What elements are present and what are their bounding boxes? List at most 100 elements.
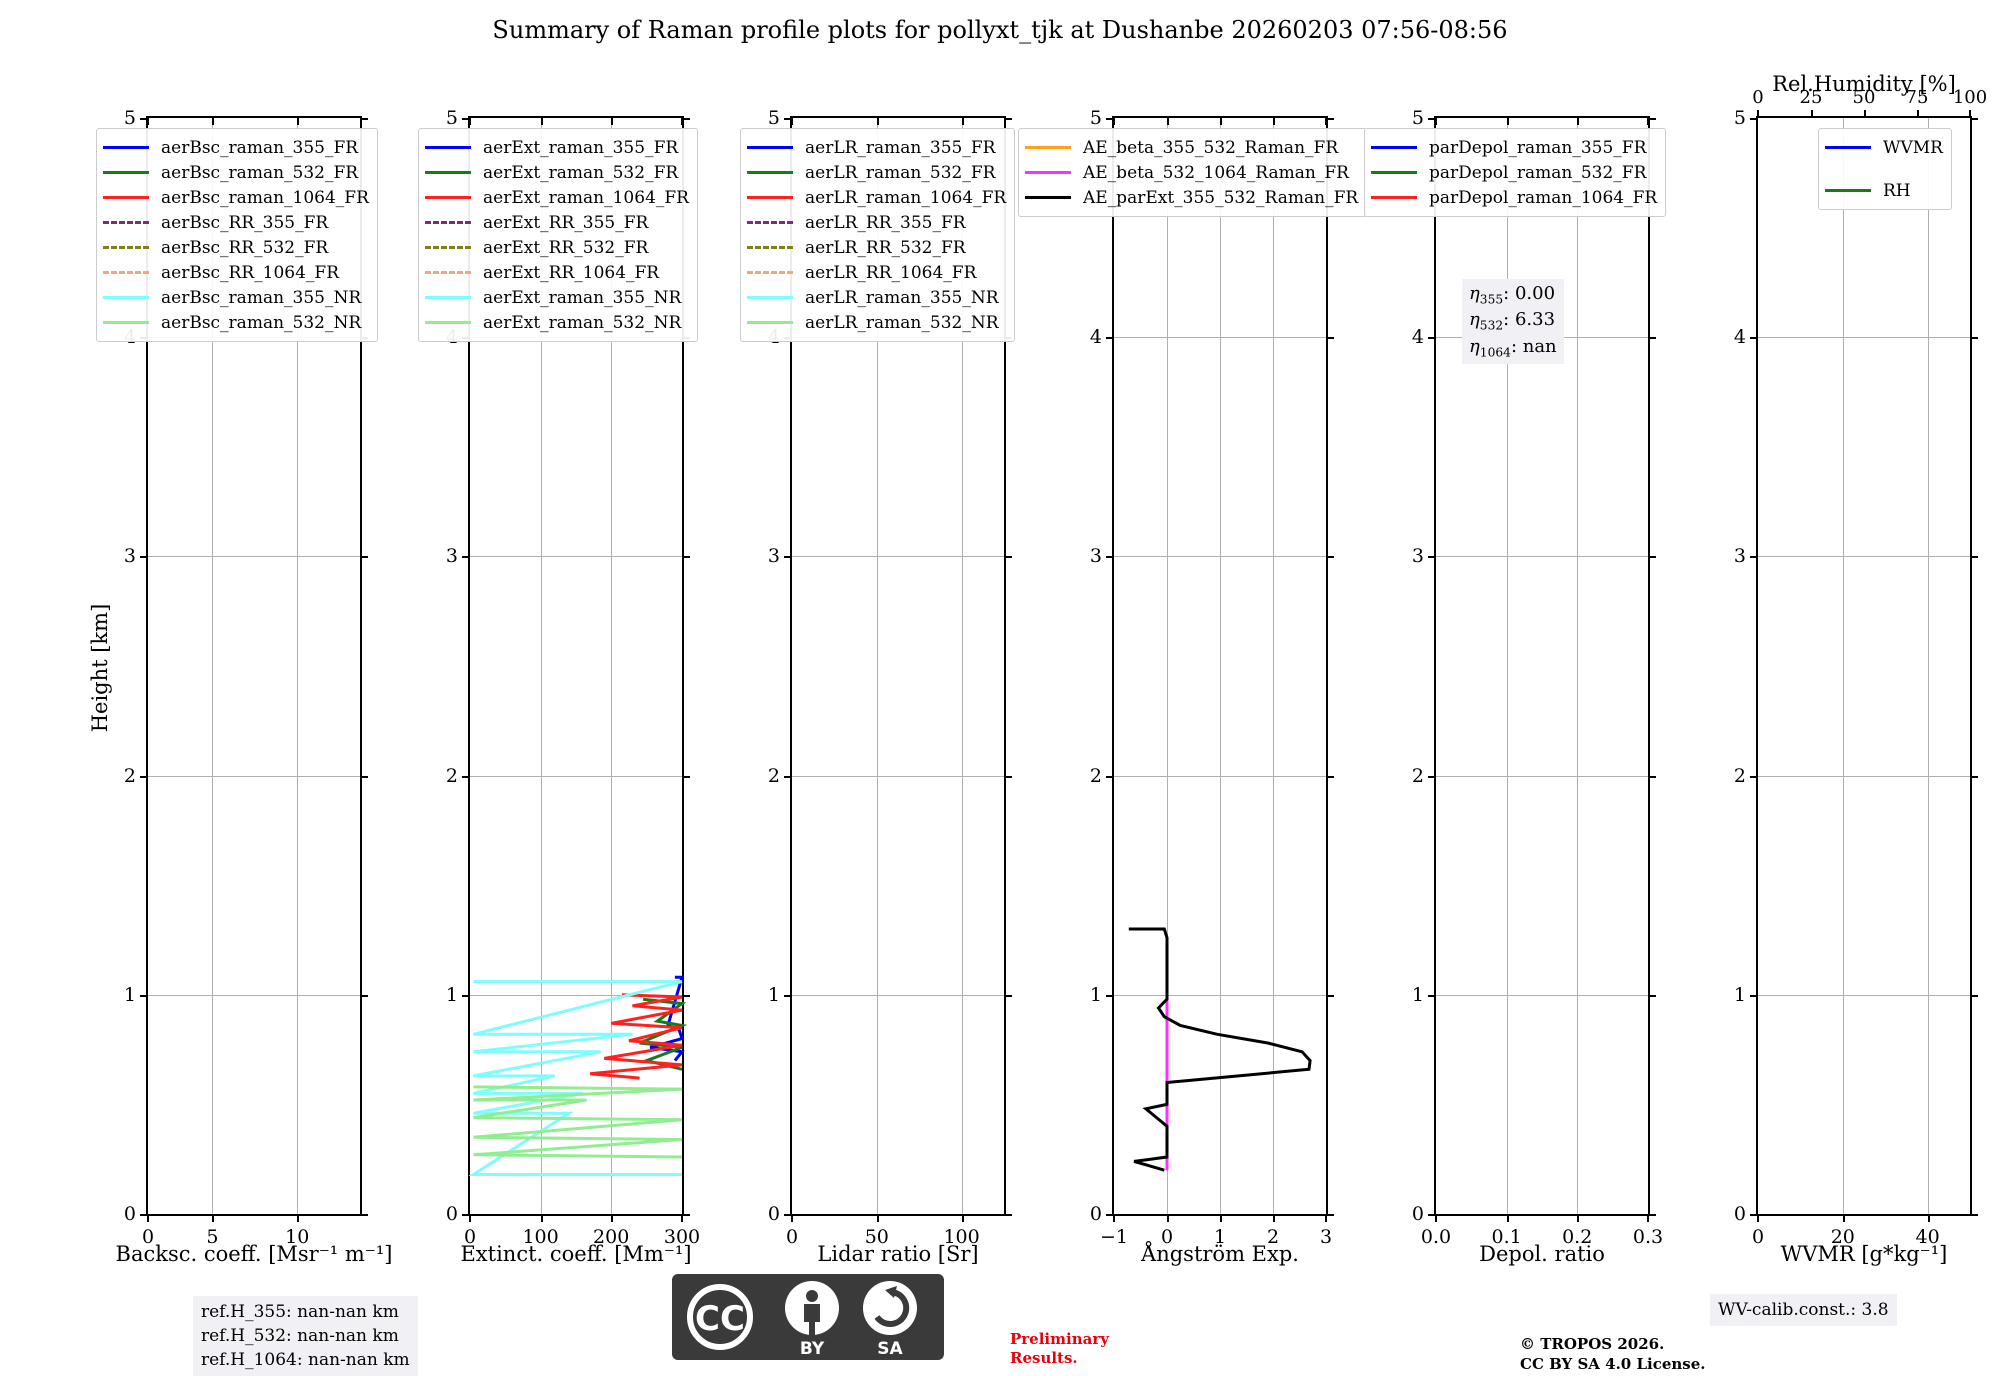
x-tick-1: 100 xyxy=(522,1226,559,1248)
legend-label: aerExt_RR_1064_FR xyxy=(483,262,660,283)
series-aerExt_raman_355_NR xyxy=(468,980,683,1176)
legend-extinction[interactable]: aerExt_raman_355_FR aerExt_raman_532_FR ae… xyxy=(418,128,698,342)
y-tick-5: 5 xyxy=(1411,107,1424,129)
x-tick-2: 100 xyxy=(943,1226,980,1248)
series-aerExt_raman_1064_FR xyxy=(589,993,683,1080)
eta-355: η355: 0.00 xyxy=(1469,283,1556,307)
legend-swatch-aerExt_raman_355_NR xyxy=(425,296,471,299)
extinction-data-lines xyxy=(468,975,688,1176)
x-top-tick-4: 100 xyxy=(1952,87,1988,108)
x-tick-1: 0.1 xyxy=(1491,1226,1522,1248)
legend-swatch-aerBsc_raman_355_FR xyxy=(103,146,149,149)
legend-label: aerLR_raman_1064_FR xyxy=(805,187,1007,208)
legend-item: aerExt_raman_532_NR xyxy=(425,310,689,335)
legend-label: aerBsc_RR_1064_FR xyxy=(161,262,340,283)
x-tick-3: 300 xyxy=(663,1226,701,1248)
axis-title-rh: Rel.Humidity [%] xyxy=(1772,72,1956,96)
y-tick-4: 4 xyxy=(1411,326,1424,349)
legend-label: aerBsc_raman_355_NR xyxy=(161,287,362,308)
legend-angstrom[interactable]: AE_beta_355_532_Raman_FR AE_beta_532_1064… xyxy=(1018,128,1368,217)
legend-item: aerLR_raman_1064_FR xyxy=(747,185,1006,210)
legend-swatch-aerExt_raman_532_FR xyxy=(425,171,471,174)
x-tick-0: 0 xyxy=(463,1226,477,1248)
y-tick-0: 0 xyxy=(1733,1203,1746,1225)
legend-swatch-aerBsc_raman_355_NR xyxy=(103,296,149,299)
legend-swatch-aerBsc_raman_532_NR xyxy=(103,321,149,324)
x-top-tick-0: 0 xyxy=(1752,87,1764,108)
axis-title-extinction: Extinct. coeff. [Mm⁻¹] xyxy=(460,1242,692,1266)
x-tick-0: 0 xyxy=(785,1226,799,1248)
legend-item: AE_beta_355_532_Raman_FR xyxy=(1025,135,1358,160)
legend-label: aerExt_RR_355_FR xyxy=(483,212,649,233)
y-tick-1: 1 xyxy=(1733,983,1746,1006)
series-aerExt_raman_355_FR xyxy=(649,975,685,1062)
y-tick-0: 0 xyxy=(1411,1203,1424,1225)
legend-swatch-AE_beta_532_1064_Raman_FR xyxy=(1025,171,1071,174)
y-tick-2: 2 xyxy=(123,764,136,787)
wv-calib-annotation: WV-calib.const.: 3.8 xyxy=(1710,1294,1897,1327)
legend-label: aerBsc_raman_532_NR xyxy=(161,312,362,333)
legend-item: aerBsc_raman_355_FR xyxy=(103,135,369,160)
panel-wvmr: 5 4 3 2 1 0 0 20 40 0 25 50 75 100 xyxy=(1734,87,1987,1248)
legend-label: aerBsc_raman_532_FR xyxy=(161,162,359,183)
y-axis-title: Height [km] xyxy=(88,603,112,733)
legend-swatch-parDepol_raman_355_FR xyxy=(1371,146,1417,149)
x-tick-2: 1 xyxy=(1213,1226,1227,1248)
legend-label: aerLR_raman_355_NR xyxy=(805,287,999,308)
page-title: Summary of Raman profile plots for polly… xyxy=(492,16,1508,44)
legend-item: aerBsc_raman_532_FR xyxy=(103,160,369,185)
legend-item: RH xyxy=(1825,178,1943,203)
x-tick-4: 3 xyxy=(1319,1226,1333,1248)
y-tick-3: 3 xyxy=(1411,545,1424,568)
y-tick-2: 2 xyxy=(1733,764,1746,787)
y-tick-4: 4 xyxy=(1733,326,1746,349)
series-aerExt_raman_532_NR xyxy=(473,1085,683,1159)
cc-by-icon: BY xyxy=(785,1281,839,1359)
y-tick-0: 0 xyxy=(445,1203,458,1225)
legend-item: WVMR xyxy=(1825,135,1943,160)
legend-label: aerExt_raman_532_FR xyxy=(483,162,679,183)
legend-item: AE_beta_532_1064_Raman_FR xyxy=(1025,160,1358,185)
y-tick-3: 3 xyxy=(1089,545,1102,568)
axis-title-wvmr: WVMR [g*kg⁻¹] xyxy=(1780,1242,1948,1266)
svg-text:CC: CC xyxy=(695,1299,745,1339)
legend-swatch-aerBsc_raman_1064_FR xyxy=(103,196,149,199)
legend-depol-ratio[interactable]: parDepol_raman_355_FR parDepol_raman_532_… xyxy=(1364,128,1667,217)
legend-swatch-aerLR_raman_355_NR xyxy=(747,296,793,299)
legend-item: aerExt_RR_1064_FR xyxy=(425,260,689,285)
legend-item: aerBsc_raman_1064_FR xyxy=(103,185,369,210)
legend-label: aerLR_RR_355_FR xyxy=(805,212,966,233)
x-tick-1: 50 xyxy=(864,1226,889,1248)
x-tick-0: 0 xyxy=(141,1226,155,1248)
legend-label: RH xyxy=(1883,180,1911,201)
legend-item: parDepol_raman_532_FR xyxy=(1371,160,1657,185)
legend-item: aerBsc_raman_532_NR xyxy=(103,310,369,335)
legend-label: parDepol_raman_1064_FR xyxy=(1429,187,1658,208)
panel-angstrom: 5 4 3 2 1 0 −1 0 1 2 3 xyxy=(1090,107,1334,1248)
legend-label: aerBsc_raman_1064_FR xyxy=(161,187,369,208)
legend-label: aerExt_RR_532_FR xyxy=(483,237,649,258)
legend-lidar-ratio[interactable]: aerLR_raman_355_FR aerLR_raman_532_FR aerL… xyxy=(740,128,1016,342)
legend-label: aerLR_raman_532_FR xyxy=(805,162,996,183)
legend-item: aerLR_RR_355_FR xyxy=(747,210,1006,235)
legend-swatch-RH xyxy=(1825,189,1871,192)
legend-swatch-aerBsc_raman_532_FR xyxy=(103,171,149,174)
legend-swatch-aerExt_raman_532_NR xyxy=(425,321,471,324)
legend-wvmr[interactable]: WVMR RH xyxy=(1818,128,1952,210)
cc-circle-icon: CC xyxy=(687,1284,753,1350)
legend-label: aerLR_RR_1064_FR xyxy=(805,262,977,283)
legend-item: parDepol_raman_355_FR xyxy=(1371,135,1657,160)
legend-item: aerLR_raman_355_FR xyxy=(747,135,1006,160)
y-tick-3: 3 xyxy=(1733,545,1746,568)
x-tick-1: 20 xyxy=(1830,1226,1855,1248)
legend-swatch-aerBsc_RR_1064_FR xyxy=(103,271,149,274)
legend-label: aerExt_raman_1064_FR xyxy=(483,187,689,208)
legend-swatch-aerLR_RR_532_FR xyxy=(747,246,793,249)
legend-swatch-parDepol_raman_1064_FR xyxy=(1371,196,1417,199)
y-tick-4: 4 xyxy=(1089,326,1102,349)
cc-sa-icon: SA xyxy=(863,1281,917,1359)
x-tick-3: 0.3 xyxy=(1632,1226,1664,1248)
y-tick-0: 0 xyxy=(1089,1203,1102,1225)
legend-label: aerLR_raman_532_NR xyxy=(805,312,999,333)
